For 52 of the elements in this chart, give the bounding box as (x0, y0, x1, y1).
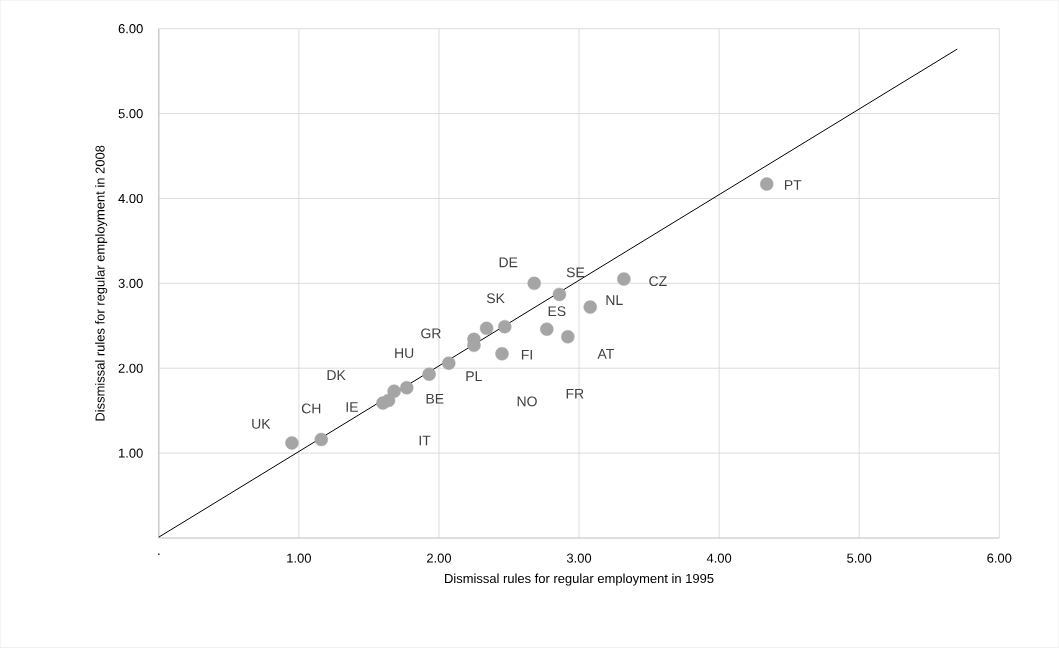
point (552, 287, 567, 302)
annotation: CZ (649, 276, 667, 287)
annotation: HU (395, 348, 414, 359)
point (285, 436, 299, 450)
annotation: BE (426, 394, 444, 404)
annotation: SE (566, 267, 585, 278)
annotation: NO (517, 396, 537, 407)
annotation: DE (499, 257, 518, 268)
annotation: FR (566, 389, 584, 399)
point (583, 300, 597, 314)
x-axis-title: Dismissal rules for regular employment in 1995 (445, 573, 714, 586)
y-tick-label: 4.00 (118, 194, 143, 204)
x-tick-label: 3.00 (566, 553, 592, 563)
x-tick-label: 2.00 (427, 553, 452, 563)
point (479, 321, 494, 336)
point (381, 393, 396, 408)
point (400, 381, 414, 395)
annotation: IT (419, 435, 431, 446)
annotation: NL (606, 295, 623, 306)
x-tick-label: 1.00 (287, 553, 311, 563)
point (760, 177, 774, 191)
point (314, 432, 328, 447)
annotation: PL (466, 371, 482, 382)
annotation: SK (486, 293, 505, 304)
y-tick-label: 6.00 (118, 24, 143, 34)
point (527, 276, 541, 291)
annotation: FI (521, 350, 532, 360)
y-tick-label: 2.00 (118, 363, 143, 373)
point (540, 322, 554, 337)
y-tick-label: 3.00 (118, 278, 143, 289)
y-axis-title: Dissmissal rules for regular employment in 2008 (95, 145, 108, 421)
x-tick-label: 4.00 (706, 553, 732, 563)
annotation: CH (301, 403, 321, 414)
annotation: ES (548, 306, 566, 317)
point (387, 384, 401, 398)
annotation: PT (784, 180, 802, 190)
annotation: AT (597, 349, 614, 359)
point (617, 272, 631, 286)
point (442, 356, 456, 370)
annotation: GR (421, 328, 441, 339)
annotation: DK (327, 370, 346, 381)
point (495, 347, 509, 361)
x-tick-label: 5.00 (847, 553, 872, 563)
y-tick-label: 1.00 (119, 448, 143, 458)
annotation: IE (346, 402, 358, 412)
point (498, 320, 512, 334)
x-tick-label: . (158, 553, 160, 556)
annotation: UK (252, 419, 271, 429)
point (422, 367, 436, 381)
point (561, 330, 575, 344)
y-tick-label: 5.00 (118, 109, 143, 119)
x-tick-label: 6.00 (987, 553, 1012, 563)
